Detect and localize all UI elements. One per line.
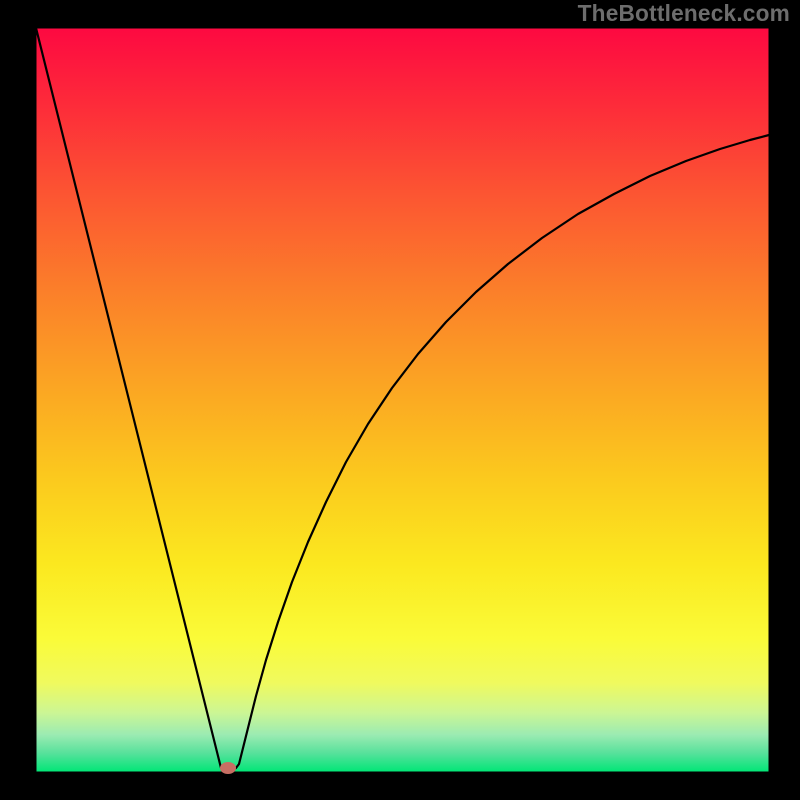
minimum-marker: [220, 762, 236, 774]
watermark-text: TheBottleneck.com: [578, 0, 790, 27]
bottleneck-chart: [0, 0, 800, 800]
plot-gradient-background: [36, 28, 769, 772]
